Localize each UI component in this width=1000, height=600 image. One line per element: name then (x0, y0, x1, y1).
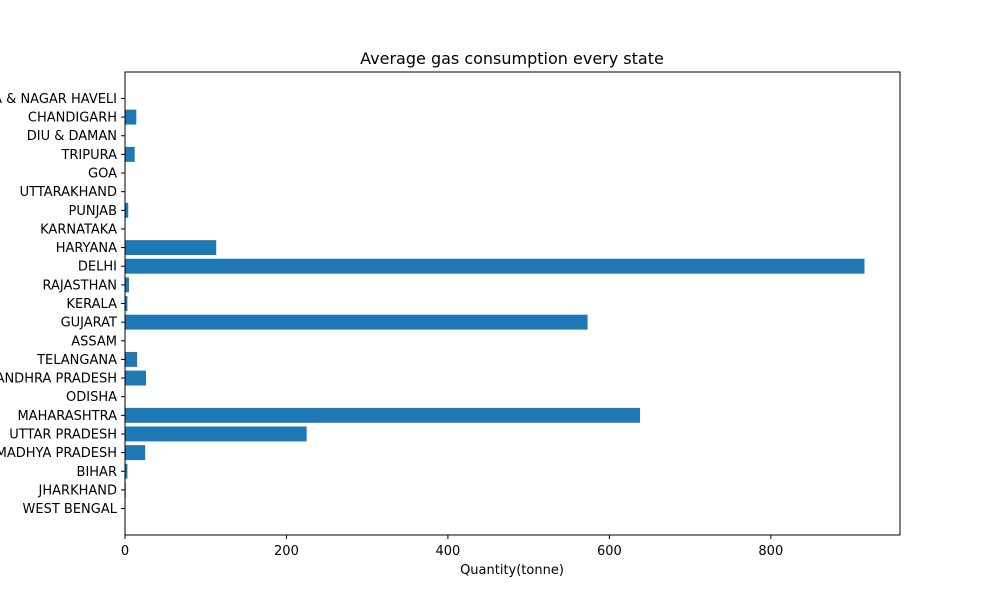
bar (125, 109, 137, 125)
y-tick-label: BIHAR (77, 465, 117, 480)
y-tick-label: UTTARAKHAND (20, 185, 117, 200)
y-tick-label: TRIPURA (60, 148, 117, 163)
x-tick-label: 200 (274, 544, 299, 559)
y-tick-label: PUNJAB (69, 204, 118, 219)
x-tick-label: 0 (121, 544, 129, 559)
y-tick-label: TELANGANA (36, 353, 117, 368)
y-tick-label: ANDHRA PRADESH (0, 372, 117, 387)
bar (125, 314, 588, 330)
y-tick-label: ODISHA (66, 390, 117, 405)
plot-area: WEST BENGAL JHARKHAND BIHAR MADHYA PRADESH U… (0, 91, 865, 559)
y-tick-label: DELHI (78, 260, 117, 275)
y-tick-label: JHARKHAND (38, 483, 117, 498)
y-tick-label: HARYANA (56, 241, 117, 256)
y-tick-label: WEST BENGAL (23, 502, 118, 517)
y-tick-label: UTTAR PRADESH (9, 427, 117, 442)
x-tick-label: 400 (436, 544, 461, 559)
bar (125, 407, 641, 423)
y-tick-label: KERALA (66, 297, 117, 312)
y-tick-label: RAJASTHAN (43, 278, 117, 293)
y-tick-label: CHANDIGARH (28, 111, 117, 126)
plot-frame (124, 71, 901, 536)
chart-title: Average gas consumption every state (360, 49, 664, 68)
x-tick-label: 800 (758, 544, 783, 559)
y-tick-label: DIU & DAMAN (27, 129, 117, 144)
x-tick-label: 600 (597, 544, 622, 559)
y-tick-label: MAHARASHTRA (17, 409, 117, 424)
bar (125, 240, 217, 256)
bar (125, 258, 865, 274)
bar (125, 351, 138, 367)
y-tick-label: DADRA & NAGAR HAVELI (0, 92, 117, 107)
bar (125, 445, 146, 461)
y-tick-label: KARNATAKA (40, 222, 117, 237)
bar (125, 463, 128, 479)
bar (125, 277, 130, 293)
x-axis-label: Quantity(tonne) (460, 563, 564, 578)
y-tick-label: MADHYA PRADESH (0, 446, 117, 461)
bar (125, 370, 146, 386)
bar (125, 146, 135, 162)
y-tick-label: GUJARAT (61, 316, 117, 331)
bar (125, 202, 129, 218)
bar (125, 426, 307, 442)
y-tick-label: GOA (88, 167, 117, 182)
y-tick-label: ASSAM (71, 334, 117, 349)
bar (125, 296, 128, 311)
